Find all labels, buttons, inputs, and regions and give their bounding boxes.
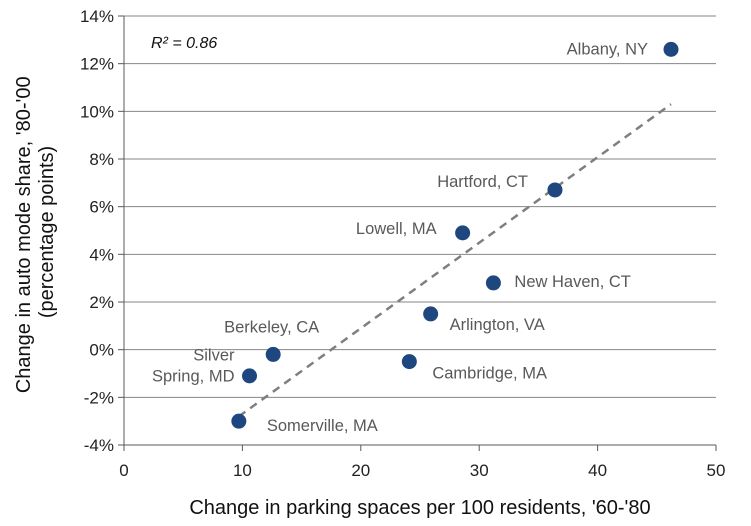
y-axis-title: Change in auto mode share, '80-'00 (perc… <box>13 71 58 393</box>
x-tick-label: 50 <box>707 461 726 480</box>
data-point <box>265 346 281 362</box>
axes <box>118 15 717 451</box>
y-tick-label: -2% <box>84 388 114 407</box>
trend-line-group <box>238 103 672 418</box>
y-tick-label: 0% <box>89 341 114 360</box>
point-label: Albany, NY <box>567 40 648 58</box>
data-point <box>547 182 563 198</box>
point-label: Arlington, VA <box>450 316 545 334</box>
y-tick-label: 8% <box>89 150 114 169</box>
y-tick-label: -4% <box>84 436 114 455</box>
x-tick-label: 40 <box>588 461 607 480</box>
x-tick-label: 10 <box>233 461 252 480</box>
y-axis-title-line-2: (percentage points) <box>36 146 58 318</box>
data-point <box>485 275 501 291</box>
point-label: Somerville, MA <box>267 417 378 435</box>
y-tick-label: 10% <box>80 102 114 121</box>
point-label: Silver <box>193 346 235 364</box>
data-point <box>401 354 417 370</box>
x-tick-label: 0 <box>119 461 128 480</box>
r-squared-annotation: R² = 0.86 <box>151 35 217 52</box>
point-label: Hartford, CT <box>437 173 528 191</box>
data-point <box>663 41 679 57</box>
y-tick-label: 4% <box>89 245 114 264</box>
point-label: Spring, MD <box>152 367 235 385</box>
x-tick-label: 20 <box>351 461 370 480</box>
point-label: Berkeley, CA <box>224 318 319 336</box>
x-tick-label: 30 <box>470 461 489 480</box>
y-tick-label: 6% <box>89 198 114 217</box>
y-tick-label: 2% <box>89 293 114 312</box>
data-point <box>231 413 247 429</box>
y-tick-label: 12% <box>80 55 114 74</box>
y-tick-label: 14% <box>80 7 114 26</box>
point-label: New Haven, CT <box>514 273 630 291</box>
point-label: Cambridge, MA <box>432 365 547 383</box>
data-point <box>455 225 471 241</box>
data-points <box>231 41 679 429</box>
y-axis-title-line-1: Change in auto mode share, '80-'00 <box>13 76 35 393</box>
point-label: Lowell, MA <box>356 220 437 238</box>
tick-labels: -4% -2% 0% 2% 4% 6% 8% 10% 12% 14% 0 10 20 30 40 50 <box>80 7 725 480</box>
grid-lines <box>124 15 716 446</box>
data-point <box>423 306 439 322</box>
trend-line <box>238 103 672 418</box>
x-axis-title: Change in parking spaces per 100 residen… <box>189 497 650 519</box>
point-labels: Albany, NY Hartford, CT Lowell, MA New Have… <box>152 40 648 435</box>
data-point <box>242 368 258 384</box>
